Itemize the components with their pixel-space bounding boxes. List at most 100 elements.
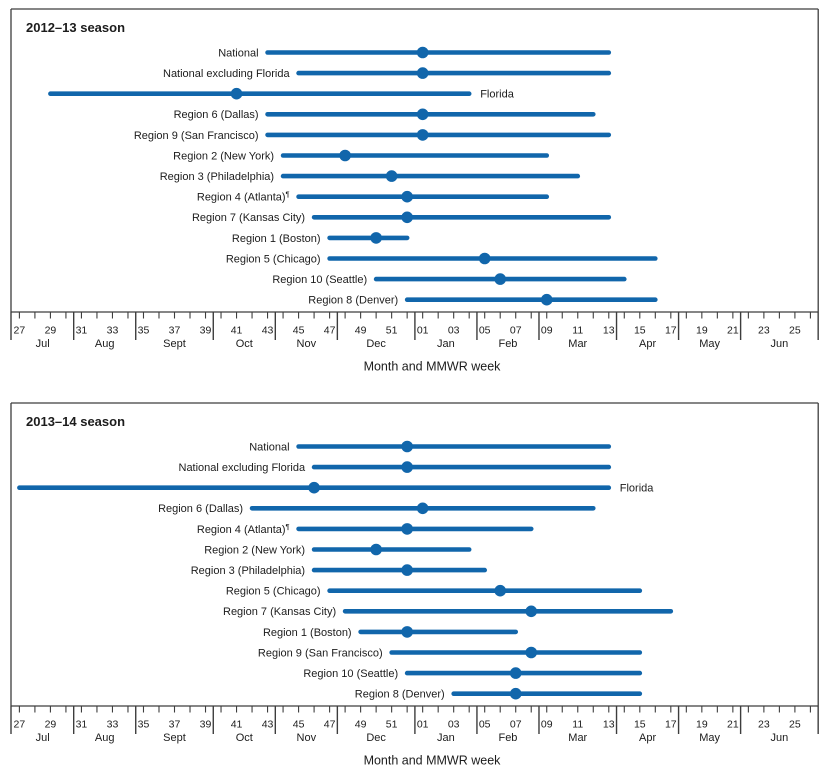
row-label: Region 6 (Dallas) — [174, 109, 259, 121]
week-tick-label: 27 — [14, 325, 26, 337]
peak-week-dot — [370, 232, 382, 244]
timeline-row: Florida — [17, 481, 655, 495]
row-label: Region 2 (New York) — [173, 150, 274, 162]
peak-week-dot — [385, 170, 398, 182]
week-tick-label: 29 — [45, 325, 57, 337]
peak-week-dot — [339, 149, 351, 162]
week-tick-label: 43 — [262, 325, 274, 337]
week-tick-label: 39 — [200, 325, 212, 337]
row-label-footnote-mark: ¶ — [286, 190, 290, 199]
week-tick-label: 45 — [293, 719, 305, 731]
timeline-row: Region 9 (San Francisco) — [258, 646, 643, 659]
week-tick-label: 33 — [107, 719, 119, 731]
week-tick-label: 03 — [448, 719, 460, 731]
row-label: Region 5 (Chicago) — [226, 586, 321, 598]
peak-week-dot — [494, 273, 507, 285]
timeline-row: Region 7 (Kansas City) — [192, 211, 612, 224]
month-label: May — [699, 732, 720, 744]
timeline-row: Region 6 (Dallas) — [174, 108, 596, 121]
row-label: National — [249, 441, 289, 453]
timeline-row: National excluding Florida — [179, 461, 612, 474]
row-label-footnote-mark: ¶ — [286, 522, 290, 531]
week-tick-label: 45 — [293, 325, 305, 337]
week-tick-label: 23 — [758, 325, 770, 337]
row-label: Florida — [620, 483, 655, 495]
week-tick-label: 35 — [138, 325, 150, 337]
timeline-row: Region 4 (Atlanta)¶ — [197, 190, 550, 204]
month-label: Sept — [163, 338, 186, 350]
peak-week-dot — [525, 646, 538, 659]
week-tick-label: 31 — [76, 325, 88, 337]
x-axis: Jul Aug Sept Oct Nov Dec Jan Feb Mar Apr May Jun 27 2… — [10, 706, 819, 744]
chart-2012-13-season: 2012–13 season Jul Aug Sept Oct Nov Dec Jan Feb M… — [0, 6, 830, 378]
timeline-row: Region 5 (Chicago) — [226, 584, 643, 598]
week-tick-label: 21 — [727, 719, 739, 731]
row-label: National excluding Florida — [179, 462, 306, 474]
timeline-row: Region 8 (Denver) — [308, 293, 658, 307]
peak-week-dot — [416, 129, 429, 141]
peak-week-dot — [401, 440, 413, 453]
week-tick-label: 07 — [510, 325, 522, 337]
row-label: Region 2 (New York) — [204, 544, 305, 556]
week-tick-label: 15 — [634, 325, 646, 337]
month-label: Jan — [437, 338, 455, 350]
week-tick-label: 31 — [76, 719, 88, 731]
month-label: Mar — [568, 732, 587, 744]
row-label: Region 8 (Denver) — [308, 295, 398, 307]
timeline-row: Region 3 (Philadelphia) — [191, 564, 488, 577]
row-label: Region 8 (Denver) — [355, 689, 445, 701]
timeline-row: Region 6 (Dallas) — [158, 502, 596, 515]
week-tick-label: 49 — [355, 325, 367, 337]
week-tick-label: 51 — [386, 325, 398, 337]
peak-week-dot — [370, 543, 382, 556]
row-label: Region 10 (Seattle) — [272, 274, 367, 286]
week-tick-label: 09 — [541, 719, 553, 731]
timeline-row: Region 9 (San Francisco) — [134, 129, 612, 142]
month-label: Jan — [437, 732, 455, 744]
month-label: Apr — [639, 338, 656, 350]
peak-week-dot — [509, 667, 522, 679]
week-tick-label: 37 — [169, 325, 181, 337]
timeline-row: Region 8 (Denver) — [355, 687, 643, 701]
month-label: Dec — [366, 732, 386, 744]
season-chart-canvas: 2013–14 season Jul Aug Sept Oct Nov Dec Jan Feb M… — [10, 402, 819, 768]
month-label: Nov — [297, 338, 317, 350]
month-label: Oct — [236, 338, 253, 350]
week-tick-label: 29 — [45, 719, 57, 731]
week-tick-label: 13 — [603, 719, 615, 731]
week-tick-label: 01 — [417, 325, 429, 337]
week-tick-label: 43 — [262, 719, 274, 731]
month-label: Sept — [163, 732, 186, 744]
timeline-row: Region 7 (Kansas City) — [223, 605, 674, 618]
row-label: Region 7 (Kansas City) — [223, 606, 336, 618]
month-label: Aug — [95, 732, 115, 744]
month-label: Jun — [771, 338, 789, 350]
peak-week-dot — [308, 481, 320, 494]
week-tick-label: 19 — [696, 325, 708, 337]
peak-week-dot — [416, 67, 429, 79]
timeline-row: National — [249, 440, 612, 453]
peak-week-dot — [416, 502, 429, 515]
month-label: Oct — [236, 732, 253, 744]
row-label: Region 3 (Philadelphia) — [191, 565, 305, 577]
row-label: Region 9 (San Francisco) — [258, 647, 383, 659]
peak-week-dot — [416, 46, 429, 59]
timeline-row: Region 10 (Seattle) — [272, 273, 627, 286]
x-axis: Jul Aug Sept Oct Nov Dec Jan Feb Mar Apr May Jun 27 2… — [10, 312, 819, 350]
week-tick-label: 17 — [665, 325, 677, 337]
row-label: Region 10 (Seattle) — [303, 668, 398, 680]
week-tick-label: 17 — [665, 719, 677, 731]
week-tick-label: 15 — [634, 719, 646, 731]
peak-week-dot — [401, 564, 413, 576]
timeline-row: National excluding Florida — [163, 67, 612, 80]
peak-week-dot — [401, 461, 413, 473]
month-label: Feb — [498, 338, 517, 350]
week-tick-label: 47 — [324, 719, 336, 731]
row-label: Region 9 (San Francisco) — [134, 130, 259, 142]
week-tick-label: 49 — [355, 719, 367, 731]
timeline-row: Region 2 (New York) — [204, 543, 472, 556]
week-tick-label: 47 — [324, 325, 336, 337]
timeline-row: Florida — [48, 87, 515, 101]
week-tick-label: 23 — [758, 719, 770, 731]
week-tick-label: 01 — [417, 719, 429, 731]
